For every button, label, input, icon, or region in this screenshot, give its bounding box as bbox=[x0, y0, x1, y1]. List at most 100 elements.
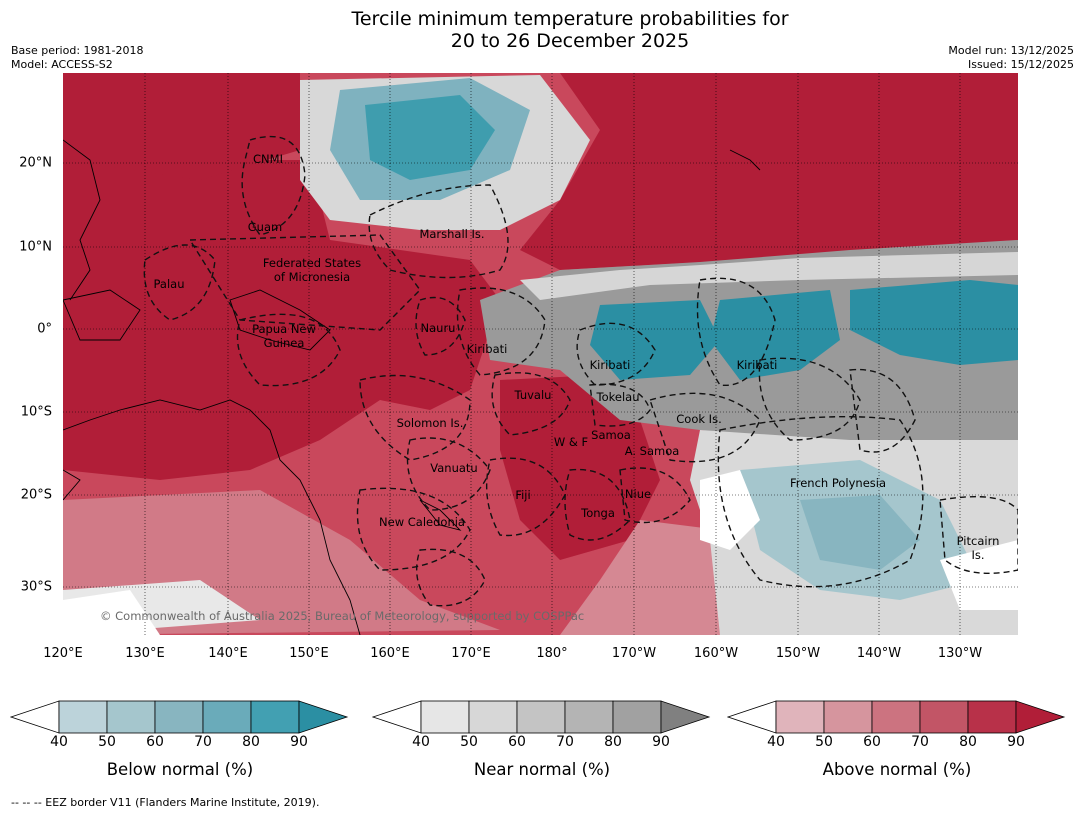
lon-label-120e: 120°E bbox=[43, 646, 83, 661]
colorbar-below-swatch-70 bbox=[202, 700, 252, 734]
lon-label-170w: 170°W bbox=[611, 646, 657, 661]
eez-png bbox=[236, 313, 341, 387]
issued-label: Issued: 15/12/2025 bbox=[967, 58, 1074, 71]
colorbar-near-swatch-50 bbox=[468, 700, 518, 734]
base-period-label: Base period: 1981-2018 bbox=[11, 44, 144, 57]
lon-label-130e: 130°E bbox=[125, 646, 165, 661]
colorbar-above-tick: 70 bbox=[911, 734, 929, 750]
colorbar-above-title: Above normal (%) bbox=[822, 760, 972, 779]
region-label-samoa: Samoa bbox=[591, 428, 631, 442]
eez-new-caledonia bbox=[356, 487, 471, 571]
region-label-new-caledonia: New Caledonia bbox=[379, 515, 465, 529]
eez-marquesas bbox=[849, 368, 916, 453]
region-label-marshall: Marshall Is. bbox=[419, 227, 485, 241]
lon-label-180: 180° bbox=[536, 646, 568, 661]
eez-pitcairn bbox=[939, 496, 1018, 575]
coastline-new-guinea bbox=[229, 289, 331, 351]
region-label-tokelau: Tokelau bbox=[596, 390, 640, 404]
colorbar-above-lower-arrow bbox=[726, 700, 777, 734]
map-title-line2: 20 to 26 December 2025 bbox=[450, 30, 690, 52]
eez-tuvalu bbox=[491, 372, 571, 436]
field-below-central-2 bbox=[710, 290, 840, 380]
lon-label-170e: 170°E bbox=[451, 646, 491, 661]
colorbar-below-swatch-80 bbox=[250, 700, 300, 734]
colorbar-near-tick: 70 bbox=[556, 734, 574, 750]
eez-cnmi-guam bbox=[241, 135, 306, 236]
colorbar-near-ticks: 40 50 60 70 80 90 bbox=[372, 734, 712, 750]
eez-borders bbox=[143, 135, 1018, 607]
field-above-light-s bbox=[560, 520, 720, 635]
lat-label-20s: 20°S bbox=[20, 487, 52, 503]
field-above-strong-nw bbox=[63, 73, 300, 180]
colorbar-above-swatch-50 bbox=[823, 700, 873, 734]
colorbar-above-tick: 50 bbox=[815, 734, 833, 750]
colorbar-above-upper-arrow bbox=[1015, 700, 1066, 734]
lat-label-30s: 30°S bbox=[20, 579, 52, 595]
region-label-kiribati-west: Kiribati bbox=[466, 342, 508, 356]
region-label-tuvalu: Tuvalu bbox=[514, 388, 552, 402]
meta-right: Model run: 13/12/2025 Issued: 15/12/2025 bbox=[948, 44, 1074, 72]
eez-line-islands bbox=[758, 357, 861, 441]
colorbar-below: 40 50 60 70 80 90 Below normal (%) bbox=[9, 700, 350, 779]
colorbar-below-swatch-60 bbox=[154, 700, 204, 734]
region-label-palau: Palau bbox=[153, 277, 185, 291]
eez-norfolk bbox=[416, 548, 486, 607]
region-label-asamoa: A. Samoa bbox=[624, 444, 680, 458]
field-near-light-edge bbox=[520, 252, 1018, 300]
colorbar-near-tick: 50 bbox=[460, 734, 478, 750]
coastline-philippines bbox=[63, 139, 101, 301]
model-label: Model: ACCESS-S2 bbox=[11, 58, 113, 71]
region-label-kiribati-east: Kiribati bbox=[736, 358, 778, 372]
colorbar-below-upper-arrow bbox=[298, 700, 349, 734]
eez-tokelau bbox=[589, 383, 651, 427]
eez-fsm bbox=[188, 234, 421, 331]
lat-label-10n: 10°N bbox=[19, 239, 52, 255]
colorbar-below-swatch-40 bbox=[58, 700, 108, 734]
eez-kiribati-west bbox=[456, 287, 546, 376]
field-below-north-core bbox=[365, 95, 495, 180]
colorbar-near-swatch-80 bbox=[612, 700, 662, 734]
colorbar-near-tick: 60 bbox=[508, 734, 526, 750]
graticule bbox=[63, 73, 1018, 635]
lon-label-150w: 150°W bbox=[775, 646, 821, 661]
colorbar-above-swatch-70 bbox=[919, 700, 969, 734]
region-label-solomon: Solomon Is. bbox=[396, 416, 464, 430]
field-below-east bbox=[850, 280, 1018, 365]
colorbar-above-tick: 40 bbox=[767, 734, 785, 750]
region-label-png: Papua New Guinea bbox=[252, 322, 316, 350]
eez-marshall bbox=[368, 184, 509, 279]
colorbar-below-swatches bbox=[9, 700, 349, 734]
colorbar-near-title: Near normal (%) bbox=[473, 760, 611, 779]
region-label-fsm: Federated States of Micronesia bbox=[262, 256, 362, 284]
colorbar-above-swatch-60 bbox=[871, 700, 921, 734]
colorbar-above-swatches bbox=[726, 700, 1066, 734]
map-credit: © Commonwealth of Australia 2025, Bureau… bbox=[100, 609, 585, 623]
map-title-line1: Tercile minimum temperature probabilitie… bbox=[351, 8, 789, 30]
region-label-niue: Niue bbox=[624, 487, 652, 501]
lat-label-20n: 20°N bbox=[19, 155, 52, 171]
eez-kiribati-east bbox=[696, 277, 776, 386]
colorbar-near-swatch-40 bbox=[420, 700, 470, 734]
probability-map bbox=[63, 73, 1018, 635]
eez-solomon bbox=[359, 374, 471, 461]
colorbar-above-tick: 80 bbox=[959, 734, 977, 750]
colorbar-near-swatch-60 bbox=[516, 700, 566, 734]
colorbar-above-swatch-40 bbox=[775, 700, 825, 734]
lon-label-160w: 160°W bbox=[693, 646, 739, 661]
field-below-central bbox=[590, 300, 720, 380]
region-label-fiji: Fiji bbox=[515, 488, 531, 502]
eez-nauru bbox=[415, 296, 466, 356]
model-run-label: Model run: 13/12/2025 bbox=[948, 44, 1074, 57]
map-title: Tercile minimum temperature probabilitie… bbox=[0, 8, 1085, 52]
region-label-nauru: Nauru bbox=[420, 321, 456, 335]
colorbar-near: 40 50 60 70 80 90 Near normal (%) bbox=[371, 700, 712, 779]
lat-label-10s: 10°S bbox=[20, 404, 52, 420]
colorbar-above: 40 50 60 70 80 90 Above normal (%) bbox=[726, 700, 1067, 779]
colorbar-below-ticks: 40 50 60 70 80 90 bbox=[10, 734, 350, 750]
lon-label-150e: 150°E bbox=[289, 646, 329, 661]
eez-cook bbox=[649, 392, 761, 463]
colorbar-above-swatch-80 bbox=[967, 700, 1017, 734]
coastline-borneo bbox=[63, 289, 141, 341]
lon-label-140e: 140°E bbox=[208, 646, 248, 661]
region-label-wf: W & F bbox=[553, 435, 589, 449]
